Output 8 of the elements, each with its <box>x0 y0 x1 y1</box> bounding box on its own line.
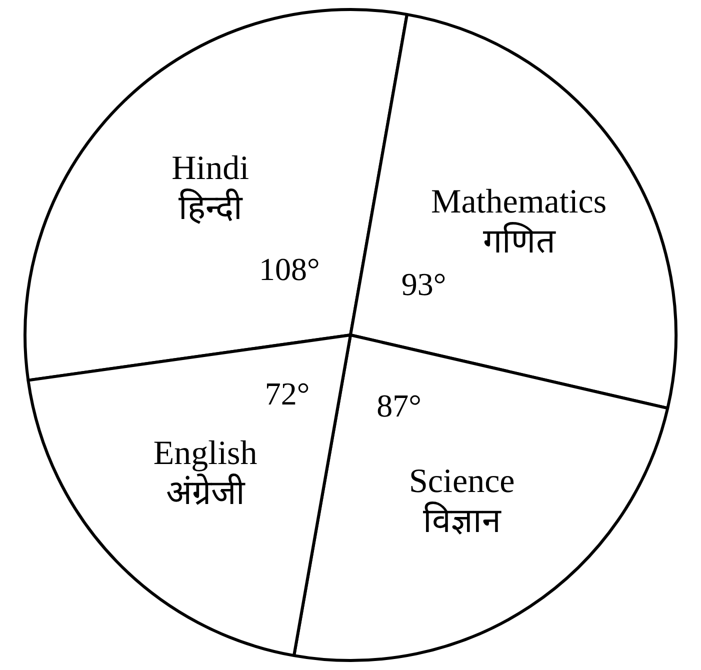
data-label: 72° <box>264 375 310 412</box>
slice-label: Hindi हिन्दी <box>172 150 250 227</box>
data-label: 93° <box>401 266 446 302</box>
data-label: 87° <box>376 388 422 424</box>
slice-label: Mathematics गणित <box>430 184 607 261</box>
slice-label: Science विज्ञान <box>409 463 515 540</box>
slice-label: English अंग्रेजी <box>153 435 258 512</box>
data-label: 108° <box>259 251 320 288</box>
